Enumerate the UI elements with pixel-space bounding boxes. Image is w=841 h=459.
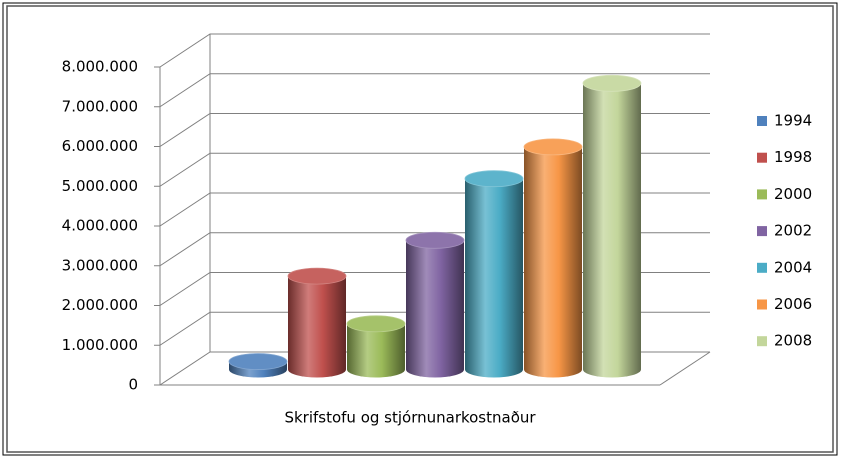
cylinder-body	[406, 240, 464, 378]
legend-swatch	[757, 226, 767, 237]
y-tick-label: 6.000.000	[62, 137, 138, 155]
cylinder-top	[287, 267, 347, 285]
inner-frame	[6, 5, 834, 453]
cylinder-top	[405, 231, 465, 249]
cylinder	[582, 74, 642, 378]
x-tick-label: Skrifstofu og stjórnunarkostnaður	[284, 409, 536, 427]
y-tick-label: 8.000.000	[62, 58, 138, 76]
legend-swatch	[757, 152, 767, 163]
cylinder	[405, 231, 465, 378]
legend-swatch	[757, 299, 767, 310]
legend-label: 2008	[774, 332, 812, 350]
legend-swatch	[757, 336, 767, 347]
cylinder	[287, 267, 347, 378]
cylinder-top	[464, 170, 524, 188]
cylinder-body	[347, 323, 405, 378]
y-tick-label: 3.000.000	[62, 256, 138, 274]
legend-label: 2004	[774, 258, 812, 276]
cylinder	[228, 353, 288, 378]
legend-label: 2000	[774, 185, 812, 203]
y-tick-label: 5.000.000	[62, 177, 138, 195]
legend-swatch	[757, 262, 767, 273]
floor-right	[659, 351, 711, 386]
grid-line	[159, 73, 710, 108]
grid-line	[159, 113, 710, 147]
legend-label: 2006	[774, 295, 812, 313]
y-tick-label: 7.000.000	[62, 97, 138, 115]
cylinder-body	[288, 276, 346, 378]
cylinder-body	[583, 83, 641, 378]
cylinder-body	[465, 178, 523, 378]
cylinder	[523, 138, 583, 378]
y-tick-label: 1.000.000	[62, 336, 138, 354]
cylinder	[346, 315, 406, 378]
cylinder-top	[228, 353, 288, 370]
y-tick-label: 0	[128, 376, 138, 394]
cylinder-body	[524, 146, 582, 378]
cylinder-top	[582, 74, 642, 92]
cylinder-top	[346, 315, 406, 333]
cylinder	[464, 170, 524, 378]
cylinder-top	[523, 138, 583, 156]
y-tick-label: 4.000.000	[62, 217, 138, 235]
legend-label: 1998	[774, 148, 812, 166]
legend-label: 1994	[774, 112, 812, 130]
legend-swatch	[757, 116, 767, 126]
legend-swatch	[757, 189, 767, 200]
y-tick-label: 2.000.000	[62, 296, 138, 314]
grid-line	[159, 33, 710, 68]
legend-label: 2002	[774, 222, 812, 240]
